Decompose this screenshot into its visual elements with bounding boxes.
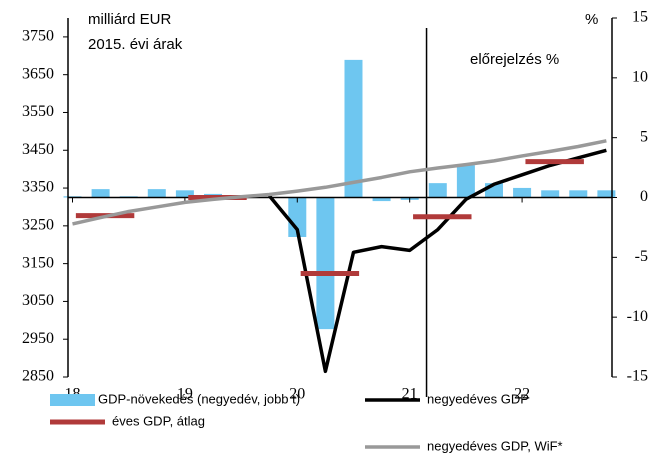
y2-axis-label: % <box>585 11 598 28</box>
y2-tick-label: 15 <box>632 9 648 26</box>
y2-tick-label: -5 <box>635 248 648 265</box>
y2-tick-label: -10 <box>627 308 648 325</box>
legend-label: éves GDP, átlag <box>112 413 205 428</box>
y2-tick-label: 5 <box>640 128 648 145</box>
y-tick-label: 3150 <box>22 254 54 271</box>
x-tick-label: 19 <box>177 386 193 403</box>
bar <box>147 189 166 198</box>
bar <box>288 197 307 237</box>
line <box>72 139 607 226</box>
y2-tick-label: 10 <box>632 69 648 86</box>
y-tick-label: 2950 <box>22 330 54 347</box>
bar <box>428 183 447 198</box>
bar <box>569 190 588 198</box>
legend-label: negyedéves GDP, WiF* <box>427 438 563 453</box>
x-tick-label: 20 <box>289 386 305 403</box>
legend-swatch <box>50 394 95 406</box>
chart-subtitle: 2015. évi árak <box>88 36 183 53</box>
bar <box>344 59 363 198</box>
bar <box>91 189 110 198</box>
y2-tick-label: -15 <box>627 368 648 385</box>
y-tick-label: 3350 <box>22 179 54 196</box>
y2-tick-label: 0 <box>640 188 648 205</box>
legend-label: GDP-növekedés (negyedév, jobb t) <box>98 391 300 406</box>
bar <box>175 190 194 198</box>
chart-title: milliárd EUR <box>88 11 172 28</box>
bar <box>541 190 560 198</box>
bar <box>597 190 616 198</box>
bar <box>513 187 532 198</box>
y-tick-label: 3050 <box>22 292 54 309</box>
line <box>267 148 607 374</box>
y-tick-label: 2850 <box>22 368 54 385</box>
y-tick-label: 3450 <box>22 141 54 158</box>
annotation: előrejelzés % <box>470 51 559 68</box>
y-tick-label: 3250 <box>22 217 54 234</box>
bar <box>316 197 335 330</box>
y-tick-label: 3750 <box>22 28 54 45</box>
y-tick-label: 3650 <box>22 65 54 82</box>
y-tick-label: 3550 <box>22 103 54 120</box>
x-tick-label: 22 <box>514 386 530 403</box>
bar <box>456 165 475 198</box>
legend-label: negyedéves GDP <box>427 391 529 406</box>
bar <box>372 197 391 202</box>
